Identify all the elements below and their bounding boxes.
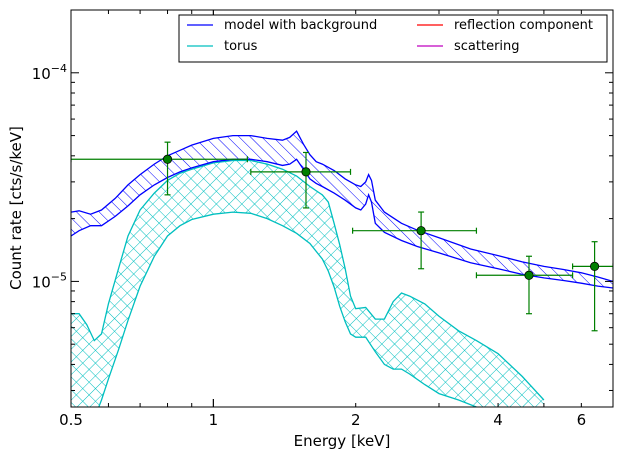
x-tick-label: 0.5 — [59, 411, 83, 429]
legend-label: reflection component — [454, 18, 593, 33]
data-point-2 — [250, 151, 352, 209]
x-axis-title: Energy [keV] — [294, 432, 391, 450]
legend-frame — [178, 14, 608, 63]
legend-entry-scattering: scattering — [417, 39, 520, 54]
model-with-background-band-fill — [71, 131, 613, 288]
legend-entry-model-with-background: model with background — [187, 18, 377, 33]
legend-entry-reflection-component: reflection component — [417, 18, 593, 33]
x-tick-label: 2 — [351, 411, 361, 429]
legend-entry-torus: torus — [187, 39, 258, 54]
data-marker — [162, 154, 173, 164]
data-point-1 — [71, 141, 248, 196]
y-tick-label: 10−5 — [32, 270, 67, 291]
data-marker — [416, 226, 426, 236]
data-marker — [589, 261, 600, 272]
data-point-3 — [352, 211, 478, 270]
data-point-5 — [572, 241, 613, 332]
x-tick-label: 1 — [209, 411, 219, 429]
data-point-4 — [475, 255, 574, 315]
data-marker — [301, 167, 311, 177]
model-with-background-upper-line — [71, 130, 613, 283]
y-axis-title: Count rate [cts/s/keV] — [7, 126, 25, 290]
x-tick-label: 4 — [493, 411, 503, 429]
data-marker — [524, 270, 534, 280]
torus-upper-line — [71, 159, 545, 401]
legend: model with background reflection componen… — [178, 14, 608, 63]
legend-label: scattering — [454, 39, 520, 54]
model-with-background-lower-line — [71, 158, 613, 289]
torus-lower-line — [98, 211, 479, 407]
plot-frame — [70, 9, 614, 408]
torus-band-fill — [71, 160, 544, 407]
data-points — [71, 141, 613, 332]
model-bands — [71, 130, 613, 407]
y-tick-label: 10−4 — [32, 62, 67, 83]
x-tick-label: 6 — [577, 411, 587, 429]
axis-ticks: 0.5 1 2 4 6 10−4 10−5 — [32, 9, 614, 429]
legend-label: model with background — [224, 18, 377, 33]
legend-label: torus — [224, 39, 258, 54]
